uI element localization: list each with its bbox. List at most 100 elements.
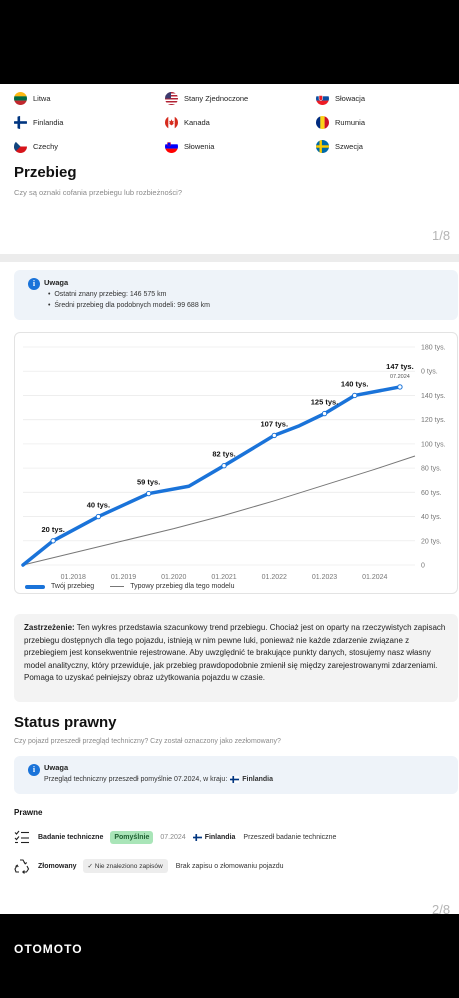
mileage-subtitle: Czy są oznaki cofania przebiegu lub rozb…: [14, 188, 183, 197]
x-tick-label: 01.2024: [362, 574, 387, 581]
chart-legend: Twój przebieg Typowy przebieg dla tego m…: [25, 583, 235, 590]
mileage-chart-card: 180 tys. 0 tys. 140 tys. 120 tys. 100 tys. 80…: [14, 332, 458, 594]
country-name: Litwa: [33, 94, 51, 103]
data-point: [145, 490, 152, 497]
country-item: Słowacja: [316, 92, 365, 105]
legal-status-title: Status prawny: [14, 714, 117, 731]
data-label: 20 tys.: [41, 525, 64, 534]
page-indicator: 1/8: [432, 228, 451, 243]
data-label: 107 tys.: [261, 419, 289, 428]
inspection-row: Badanie techniczne Pomyślnie 07.2024 Fin…: [14, 830, 336, 844]
finland-flag-icon: [14, 116, 27, 129]
country-name: Stany Zjednoczone: [184, 94, 249, 103]
y-tick-label: 40 tys.: [421, 514, 442, 521]
legend-swatch-own: [25, 584, 45, 589]
data-point: [321, 410, 328, 417]
y-tick-label: 120 tys.: [421, 417, 446, 424]
bottom-black-bar: [0, 914, 459, 998]
y-tick-label: 100 tys.: [421, 441, 446, 448]
scrapped-label: Złomowany: [38, 862, 77, 870]
typical-mileage-line: [22, 455, 416, 566]
otomoto-watermark: OTOMOTO: [14, 942, 83, 956]
inspection-notice-text: Przegląd techniczny przeszedł pomyślnie …: [44, 776, 273, 783]
country-item: Szwecja: [316, 140, 363, 153]
y-tick-label: 0 tys.: [421, 369, 438, 376]
recycle-icon: [14, 859, 30, 874]
chart-disclaimer: Zastrzeżenie: Ten wykres przedstawia sza…: [14, 614, 458, 702]
info-icon: i: [28, 278, 40, 290]
inspection-date: 07.2024: [160, 833, 186, 841]
y-tick-label: 0: [421, 563, 425, 570]
y-tick-label: 60 tys.: [421, 490, 442, 497]
y-tick-label: 140 tys.: [421, 393, 446, 400]
notice-title: Uwaga: [44, 763, 69, 772]
inspection-description: Przeszedł badanie techniczne: [243, 833, 337, 841]
x-tick-label: 01.2018: [61, 574, 86, 581]
country-name: Słowacja: [335, 94, 366, 103]
lithuania-flag-icon: [14, 92, 27, 105]
country-name: Czechy: [33, 142, 59, 151]
country-name: Rumunia: [335, 118, 366, 127]
legend-typical-mileage: Typowy przebieg dla tego modelu: [130, 583, 235, 590]
x-tick-label: 01.2023: [312, 574, 337, 581]
notice-average-mileage: • Średni przebieg dla podobnych modeli: …: [48, 302, 210, 309]
country-item: Stany Zjednoczone: [165, 92, 248, 105]
data-point: [397, 384, 403, 390]
legal-status-subtitle: Czy pojazd przeszedł przegląd techniczny…: [14, 738, 281, 745]
inspection-notice-message: Przegląd techniczny przeszedł pomyślnie …: [44, 776, 228, 783]
country-item: Kanada: [165, 116, 210, 129]
page-separator: [0, 254, 459, 262]
inspection-country: Finlandia: [204, 833, 236, 841]
finland-flag-icon: [230, 776, 240, 783]
country-item: Słowenia: [165, 140, 214, 153]
x-tick-label: 01.2021: [211, 574, 236, 581]
sweden-flag-icon: [316, 140, 329, 153]
data-label: 59 tys.: [137, 478, 160, 487]
y-tick-label: 20 tys.: [421, 538, 442, 545]
country-name: Finlandia: [33, 118, 64, 127]
checklist-icon: [14, 830, 29, 844]
inspection-label: Badanie techniczne: [38, 833, 104, 841]
data-label: 140 tys.: [341, 379, 369, 388]
disclaimer-text: Ten wykres przedstawia szacunkowy trend …: [24, 623, 446, 682]
x-tick-label: 01.2019: [111, 574, 136, 581]
scrapped-status-badge: ✓ Nie znaleziono zapisów: [82, 859, 168, 873]
report-page-2: i Uwaga • Ostatni znany przebieg: 146 57…: [0, 262, 459, 917]
romania-flag-icon: [316, 116, 329, 129]
data-point: [95, 513, 102, 520]
page-indicator: 2/8: [432, 902, 451, 917]
legal-section-title: Prawne: [14, 808, 43, 817]
country-item: Rumunia: [316, 116, 365, 129]
mileage-notice: i Uwaga • Ostatni znany przebieg: 146 57…: [14, 270, 458, 320]
inspection-notice-country: Finlandia: [242, 776, 273, 783]
y-tick-label: 80 tys.: [421, 466, 442, 473]
info-icon: i: [28, 764, 40, 776]
scrapped-description: Brak zapisu o złomowaniu pojazdu: [175, 862, 284, 870]
notice-title: Uwaga: [44, 278, 69, 287]
inspection-status-badge: Pomyślnie: [110, 830, 154, 844]
finland-flag-icon: [192, 833, 202, 841]
country-name: Szwecja: [335, 142, 363, 151]
notice-last-mileage-text: Ostatni znany przebieg: 146 575 km: [54, 291, 167, 298]
data-label: 40 tys.: [87, 501, 110, 510]
data-label: 82 tys.: [212, 450, 235, 459]
usa-flag-icon: [165, 92, 178, 105]
country-item: Finlandia: [14, 116, 63, 129]
legend-own-mileage: Twój przebieg: [51, 583, 95, 590]
country-name: Słowenia: [184, 142, 215, 151]
slovenia-flag-icon: [165, 140, 178, 153]
data-point: [351, 392, 358, 399]
data-point: [221, 462, 227, 469]
mileage-title: Przebieg: [14, 164, 77, 181]
disclaimer-label: Zastrzeżenie:: [24, 623, 75, 632]
data-label: 147 tys.: [386, 362, 414, 371]
x-tick-label: 01.2020: [161, 574, 186, 581]
scrapped-row: Złomowany ✓ Nie znaleziono zapisów Brak …: [14, 858, 284, 874]
data-point: [50, 538, 56, 544]
report-page-1: Litwa Stany Zjednoczone Słowacja Finland…: [0, 84, 459, 254]
mileage-chart: 180 tys. 0 tys. 140 tys. 120 tys. 100 tys. 80…: [21, 345, 446, 581]
slovakia-flag-icon: [316, 92, 329, 105]
inspection-notice: i Uwaga Przegląd techniczny przeszedł po…: [14, 756, 458, 794]
country-item: Litwa: [14, 92, 51, 105]
notice-average-mileage-text: Średni przebieg dla podobnych modeli: 99…: [54, 302, 210, 309]
